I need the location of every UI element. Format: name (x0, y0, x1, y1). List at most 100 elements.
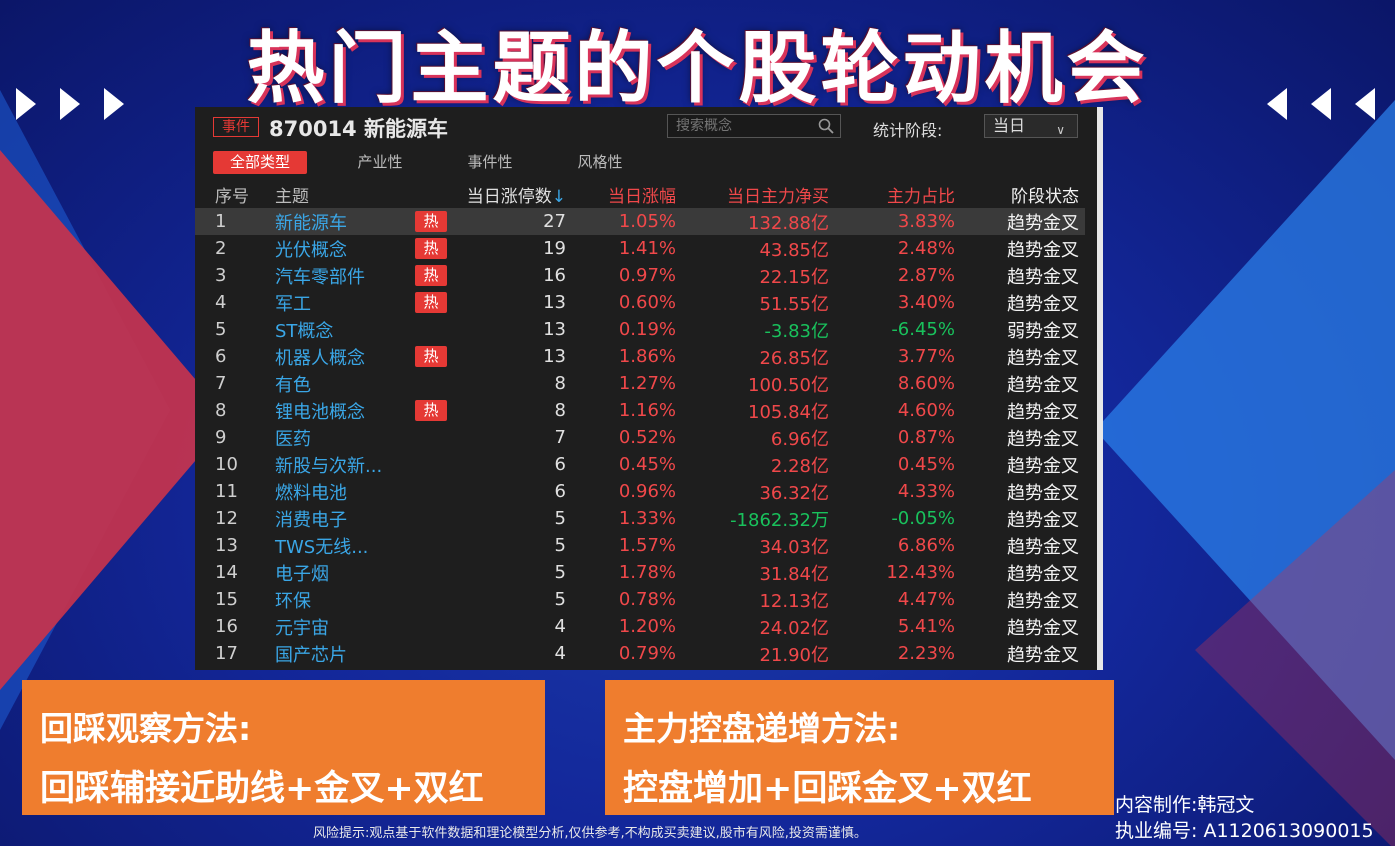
row-index-text: 5 (215, 319, 227, 340)
row-theme-name[interactable]: 国产芯片 (275, 640, 455, 667)
col-header-limit-up-count[interactable]: 当日涨停数↓ (455, 181, 572, 208)
row-stage-text: 趋势金叉 (1007, 455, 1079, 477)
row-index-text: 3 (215, 265, 227, 286)
row-theme-name-text: 新能源车 (275, 212, 347, 234)
row-theme-name[interactable]: ST概念 (275, 316, 455, 343)
table-row[interactable]: 4 军工 热 13 0.60% 51.55亿 3.40% 趋势金叉 (195, 289, 1085, 316)
row-theme-name[interactable]: 环保 (275, 586, 455, 613)
row-index: 10 (195, 451, 275, 478)
row-main-ratio: 3.40% (835, 289, 961, 316)
row-theme-name[interactable]: 机器人概念 热 (275, 343, 455, 370)
table-row[interactable]: 15 环保 5 0.78% 12.13亿 4.47% 趋势金叉 (195, 586, 1085, 613)
row-change: 0.97% (572, 262, 682, 289)
row-index-text: 9 (215, 427, 227, 448)
col-header-index[interactable]: 序号 (215, 187, 249, 207)
row-limit-up-count: 5 (455, 586, 572, 613)
row-index: 2 (195, 235, 275, 262)
table-row[interactable]: 13 TWS无线... 5 1.57% 34.03亿 6.86% 趋势金叉 (195, 532, 1085, 559)
table-row[interactable]: 14 电子烟 5 1.78% 31.84亿 12.43% 趋势金叉 (195, 559, 1085, 586)
row-theme-name[interactable]: TWS无线... (275, 532, 455, 559)
row-index-text: 10 (215, 454, 238, 475)
row-theme-name[interactable]: 有色 (275, 370, 455, 397)
row-stage-text: 趋势金叉 (1007, 428, 1079, 450)
row-main-flow: 24.02亿 (682, 613, 835, 640)
row-main-ratio: -6.45% (835, 316, 961, 343)
row-main-ratio: -0.05% (835, 505, 961, 532)
tab-style[interactable]: 风格性 (577, 153, 623, 171)
table-row[interactable]: 2 光伏概念 热 19 1.41% 43.85亿 2.48% 趋势金叉 (195, 235, 1085, 262)
table-row[interactable]: 12 消费电子 5 1.33% -1862.32万 -0.05% 趋势金叉 (195, 505, 1085, 532)
table-row[interactable]: 11 燃料电池 6 0.96% 36.32亿 4.33% 趋势金叉 (195, 478, 1085, 505)
row-main-flow-text: 12.13亿 (759, 590, 829, 612)
row-theme-name-text: 新股与次新... (275, 455, 383, 477)
row-main-flow: 43.85亿 (682, 235, 835, 262)
row-stage: 趋势金叉 (961, 208, 1085, 235)
control-method-text: 控盘增加+回踩金叉+双红 (623, 769, 1032, 809)
col-header-stage[interactable]: 阶段状态 (1011, 187, 1079, 207)
row-theme-name[interactable]: 军工 热 (275, 289, 455, 316)
col-header-theme[interactable]: 主题 (275, 187, 309, 207)
row-theme-name-text: 环保 (275, 590, 311, 612)
period-select[interactable]: 当日 ∨ (984, 114, 1078, 138)
table-row[interactable]: 1 新能源车 热 27 1.05% 132.88亿 3.83% 趋势金叉 (195, 208, 1085, 235)
row-index-text: 11 (215, 481, 238, 502)
row-theme-name[interactable]: 消费电子 (275, 505, 455, 532)
col-header-change[interactable]: 当日涨幅 (608, 187, 676, 207)
table-row[interactable]: 17 国产芯片 4 0.79% 21.90亿 2.23% 趋势金叉 (195, 640, 1085, 667)
arrow-left-icon (1267, 88, 1287, 120)
row-main-ratio-text: 2.48% (897, 238, 955, 259)
row-limit-up-count: 8 (455, 370, 572, 397)
row-stage: 趋势金叉 (961, 397, 1085, 424)
row-main-flow-text: 22.15亿 (759, 266, 829, 288)
row-theme-name[interactable]: 元宇宙 (275, 613, 455, 640)
row-index-text: 15 (215, 589, 238, 610)
row-index-text: 2 (215, 238, 227, 259)
col-header-main-ratio[interactable]: 主力占比 (887, 187, 955, 207)
concept-search[interactable] (667, 114, 841, 138)
row-index: 12 (195, 505, 275, 532)
row-limit-up-count: 7 (455, 424, 572, 451)
row-index: 6 (195, 343, 275, 370)
row-change: 1.78% (572, 559, 682, 586)
row-theme-name[interactable]: 锂电池概念 热 (275, 397, 455, 424)
row-main-flow-text: 24.02亿 (759, 617, 829, 639)
row-limit-up-count-text: 4 (554, 616, 566, 637)
tab-all-types[interactable]: 全部类型 (213, 151, 307, 174)
col-header-main-flow[interactable]: 当日主力净买 (727, 187, 829, 207)
row-main-ratio-text: 2.23% (897, 643, 955, 664)
row-limit-up-count-text: 13 (543, 346, 566, 367)
table-row[interactable]: 8 锂电池概念 热 8 1.16% 105.84亿 4.60% 趋势金叉 (195, 397, 1085, 424)
search-input[interactable] (668, 115, 808, 137)
row-theme-name[interactable]: 医药 (275, 424, 455, 451)
row-limit-up-count-text: 7 (554, 427, 566, 448)
row-index: 11 (195, 478, 275, 505)
row-main-flow: 100.50亿 (682, 370, 835, 397)
row-change: 0.19% (572, 316, 682, 343)
row-theme-name[interactable]: 新能源车 热 (275, 208, 455, 235)
row-change-text: 1.57% (618, 535, 676, 556)
row-main-flow: 6.96亿 (682, 424, 835, 451)
table-row[interactable]: 16 元宇宙 4 1.20% 24.02亿 5.41% 趋势金叉 (195, 613, 1085, 640)
row-theme-name[interactable]: 新股与次新... (275, 451, 455, 478)
table-row[interactable]: 5 ST概念 13 0.19% -3.83亿 -6.45% 弱势金叉 (195, 316, 1085, 343)
arrow-right-icon (104, 88, 124, 120)
tab-industry[interactable]: 产业性 (357, 153, 403, 171)
row-theme-name[interactable]: 燃料电池 (275, 478, 455, 505)
row-stage: 趋势金叉 (961, 343, 1085, 370)
table-row[interactable]: 7 有色 8 1.27% 100.50亿 8.60% 趋势金叉 (195, 370, 1085, 397)
table-row[interactable]: 9 医药 7 0.52% 6.96亿 0.87% 趋势金叉 (195, 424, 1085, 451)
row-change-text: 1.05% (618, 211, 676, 232)
table-row[interactable]: 3 汽车零部件 热 16 0.97% 22.15亿 2.87% 趋势金叉 (195, 262, 1085, 289)
row-theme-name[interactable]: 汽车零部件 热 (275, 262, 455, 289)
row-limit-up-count-text: 6 (554, 454, 566, 475)
row-index: 4 (195, 289, 275, 316)
table-row[interactable]: 10 新股与次新... 6 0.45% 2.28亿 0.45% 趋势金叉 (195, 451, 1085, 478)
table-row[interactable]: 6 机器人概念 热 13 1.86% 26.85亿 3.77% 趋势金叉 (195, 343, 1085, 370)
tab-event[interactable]: 事件性 (467, 153, 513, 171)
row-main-ratio: 3.83% (835, 208, 961, 235)
row-theme-name[interactable]: 电子烟 (275, 559, 455, 586)
row-stage-text: 趋势金叉 (1007, 239, 1079, 261)
row-theme-name[interactable]: 光伏概念 热 (275, 235, 455, 262)
search-icon[interactable] (818, 118, 834, 134)
row-stage-text: 趋势金叉 (1007, 212, 1079, 234)
